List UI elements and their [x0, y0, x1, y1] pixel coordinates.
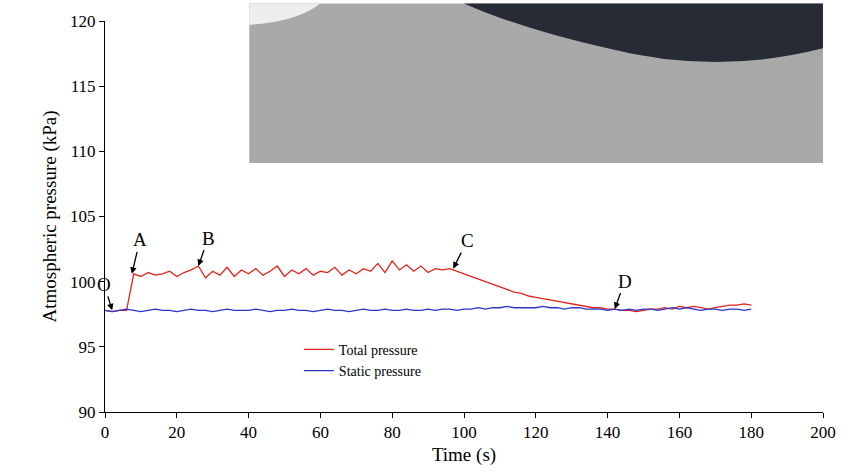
svg-text:60: 60: [312, 423, 329, 442]
svg-text:C: C: [461, 230, 474, 251]
svg-text:105: 105: [70, 207, 96, 226]
svg-text:95: 95: [79, 338, 96, 357]
svg-text:200: 200: [810, 423, 836, 442]
svg-text:O: O: [97, 274, 111, 295]
svg-text:120: 120: [70, 12, 96, 31]
svg-text:110: 110: [71, 142, 96, 161]
svg-text:Time (s): Time (s): [432, 444, 496, 466]
svg-text:B: B: [202, 228, 215, 249]
svg-text:115: 115: [71, 77, 96, 96]
svg-text:20: 20: [168, 423, 185, 442]
svg-text:D: D: [618, 271, 632, 292]
svg-text:120: 120: [523, 423, 549, 442]
svg-text:Atmospheric pressure (kPa): Atmospheric pressure (kPa): [39, 110, 61, 322]
svg-text:40: 40: [240, 423, 257, 442]
svg-text:Static pressure: Static pressure: [339, 364, 421, 379]
svg-text:160: 160: [667, 423, 693, 442]
svg-text:140: 140: [595, 423, 621, 442]
svg-text:100: 100: [70, 273, 96, 292]
svg-text:100: 100: [451, 423, 477, 442]
svg-text:90: 90: [79, 403, 96, 422]
svg-text:0: 0: [101, 423, 110, 442]
svg-text:180: 180: [738, 423, 764, 442]
svg-text:80: 80: [384, 423, 401, 442]
svg-text:Total pressure: Total pressure: [339, 343, 418, 358]
svg-text:A: A: [133, 229, 147, 250]
